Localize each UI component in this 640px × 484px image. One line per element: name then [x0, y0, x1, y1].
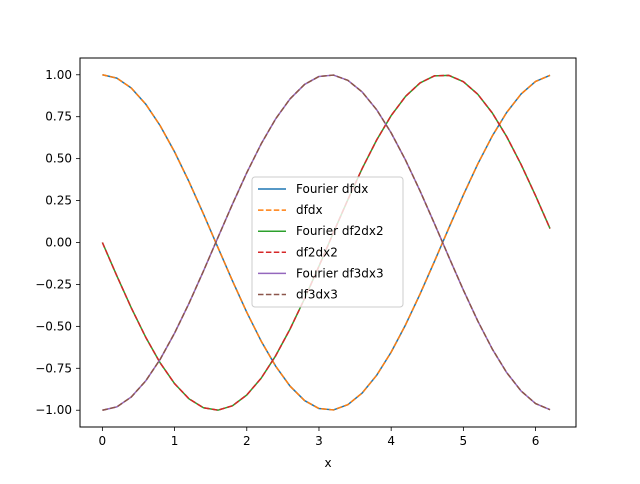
y-tick-label: 0.25 — [45, 194, 72, 208]
series-line-df3dx3 — [102, 74, 551, 411]
y-tick-label: 0.00 — [45, 236, 72, 250]
legend-label: Fourier df3dx3 — [296, 266, 384, 280]
y-tick-label: 0.50 — [45, 152, 72, 166]
legend-label: Fourier df2dx2 — [296, 224, 384, 238]
y-axis: 1.00 0.75 0.50 0.25 0.00 −0.25 −0.50 −0.75 −1.00 — [35, 68, 80, 417]
legend-label: dfdx — [296, 203, 323, 217]
x-tick-label: 3 — [315, 434, 323, 448]
x-tick-label: 5 — [460, 434, 468, 448]
legend: Fourier dfdx dfdx Fourier df2dx2 df2dx2 Four… — [251, 176, 404, 308]
y-tick-label: −0.50 — [35, 319, 72, 333]
y-tick-label: 0.75 — [45, 110, 72, 124]
x-axis-label: x — [324, 456, 331, 470]
legend-label: Fourier dfdx — [296, 182, 368, 196]
y-tick-label: −1.00 — [35, 403, 72, 417]
series-line-dfdx — [102, 74, 551, 411]
x-tick-label: 6 — [532, 434, 540, 448]
x-axis: 0 1 2 3 4 5 6 — [99, 427, 540, 448]
y-tick-label: 1.00 — [45, 68, 72, 82]
y-tick-label: −0.75 — [35, 361, 72, 375]
legend-label: df3dx3 — [296, 288, 338, 302]
y-tick-label: −0.25 — [35, 277, 72, 291]
x-tick-label: 2 — [243, 434, 251, 448]
legend-label: df2dx2 — [296, 245, 338, 259]
x-tick-label: 0 — [99, 434, 107, 448]
x-tick-label: 4 — [387, 434, 395, 448]
x-tick-label: 1 — [171, 434, 179, 448]
legend-box — [251, 176, 404, 308]
